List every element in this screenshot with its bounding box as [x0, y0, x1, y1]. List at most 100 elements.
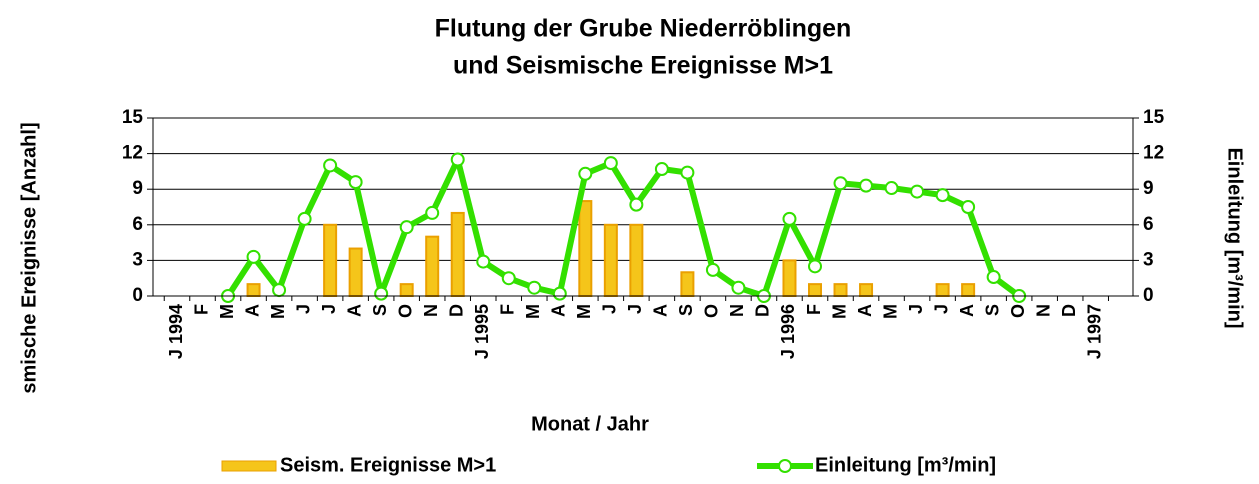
x-tick-label: F — [804, 304, 824, 315]
marker — [425, 205, 440, 220]
bar — [603, 223, 618, 297]
marker — [323, 158, 338, 173]
x-tick-label: M — [880, 304, 900, 319]
marker — [731, 280, 746, 295]
marker — [833, 176, 848, 191]
x-axis-title: Monat / Jahr — [531, 413, 649, 435]
marker — [246, 249, 261, 264]
x-tick-label: D — [446, 304, 466, 317]
x-tick-label: S — [982, 304, 1002, 316]
x-tick-label: A — [242, 304, 262, 317]
x-tick-label: D — [753, 304, 773, 317]
marker — [399, 220, 414, 235]
x-tick-label: J — [600, 304, 620, 314]
x-tick-label: F — [498, 304, 518, 315]
bar — [859, 283, 874, 297]
marker — [578, 166, 593, 181]
y2-tick-label: 9 — [1143, 178, 1154, 199]
y-tick-label: 12 — [122, 143, 143, 164]
x-tick-label: A — [344, 304, 364, 317]
x-tick-label: J — [319, 304, 339, 314]
bar — [782, 259, 797, 297]
marker — [501, 271, 516, 286]
marker — [884, 181, 899, 196]
x-tick-label: M — [268, 304, 288, 319]
marker — [629, 197, 644, 212]
y-tick-label: 9 — [132, 178, 143, 199]
x-tick-label: O — [395, 304, 415, 318]
marker — [808, 259, 822, 274]
x-tick-label: A — [651, 304, 671, 317]
x-tick-label: N — [1033, 304, 1053, 317]
chart-title: Flutung der Grube Niederröblingen — [435, 15, 852, 43]
x-tick-label: M — [829, 304, 849, 319]
y2-tick-label: 15 — [1143, 107, 1165, 128]
marker — [450, 152, 465, 167]
bar — [450, 211, 465, 297]
bar — [961, 283, 976, 297]
legend-label: Einleitung [m³/min] — [815, 454, 996, 476]
x-tick-label: M — [523, 304, 543, 319]
x-tick-label: O — [702, 304, 722, 318]
bar — [808, 283, 822, 297]
x-tick-label: D — [1059, 304, 1079, 317]
x-tick-label: J 1996 — [778, 304, 798, 359]
x-tick-label: A — [855, 304, 875, 317]
marker — [782, 211, 797, 226]
y-axis-title: smische Ereignisse [Anzahl] — [18, 122, 40, 393]
bar — [246, 283, 261, 297]
x-tick-label: N — [727, 304, 747, 317]
legend-swatch — [221, 460, 277, 472]
bar — [935, 283, 950, 297]
y2-tick-label: 6 — [1143, 214, 1154, 235]
marker — [552, 286, 567, 301]
x-tick-label: O — [1008, 304, 1028, 318]
marker — [527, 280, 542, 295]
x-tick-label: J 1995 — [472, 304, 492, 359]
marker — [680, 165, 695, 180]
x-tick-label: S — [370, 304, 390, 316]
y2-axis-title: Einleitung [m³/min] — [1224, 147, 1246, 328]
x-tick-label: F — [191, 304, 211, 315]
x-tick-label: A — [549, 304, 569, 317]
marker — [859, 178, 874, 193]
marker — [935, 188, 950, 203]
x-tick-label: S — [676, 304, 696, 316]
bar — [578, 200, 593, 297]
marker — [272, 283, 287, 298]
marker — [297, 211, 312, 226]
marker — [705, 262, 720, 277]
line — [225, 156, 1021, 299]
y-tick-label: 15 — [122, 107, 144, 128]
y2-tick-label: 12 — [1143, 143, 1164, 164]
legend-marker — [778, 459, 792, 473]
bar — [425, 235, 440, 298]
bar — [629, 223, 644, 297]
marker — [654, 162, 669, 177]
marker — [476, 254, 491, 269]
marker — [603, 156, 618, 171]
y-tick-label: 6 — [132, 214, 143, 235]
marker — [374, 286, 389, 301]
x-tick-label: J — [293, 304, 313, 314]
x-tick-label: N — [421, 304, 441, 317]
x-tick-label: A — [957, 304, 977, 317]
marker — [910, 184, 925, 199]
x-tick-label: J — [906, 304, 926, 314]
x-tick-label: J 1994 — [166, 304, 186, 359]
marker — [348, 175, 363, 190]
x-tick-label: M — [217, 304, 237, 319]
marker — [986, 270, 1001, 285]
bar — [680, 271, 695, 297]
chart-subtitle: und Seismische Ereignisse M>1 — [453, 52, 833, 80]
legend-label: Seism. Ereignisse M>1 — [280, 454, 496, 476]
y-tick-label: 3 — [132, 249, 143, 270]
bar — [399, 283, 414, 297]
bar — [348, 247, 363, 298]
x-tick-label: J 1997 — [1084, 304, 1104, 359]
x-tick-label: J — [931, 304, 951, 314]
y-tick-label: 0 — [132, 285, 143, 306]
x-tick-label: J — [625, 304, 645, 314]
y2-tick-label: 3 — [1143, 249, 1154, 270]
